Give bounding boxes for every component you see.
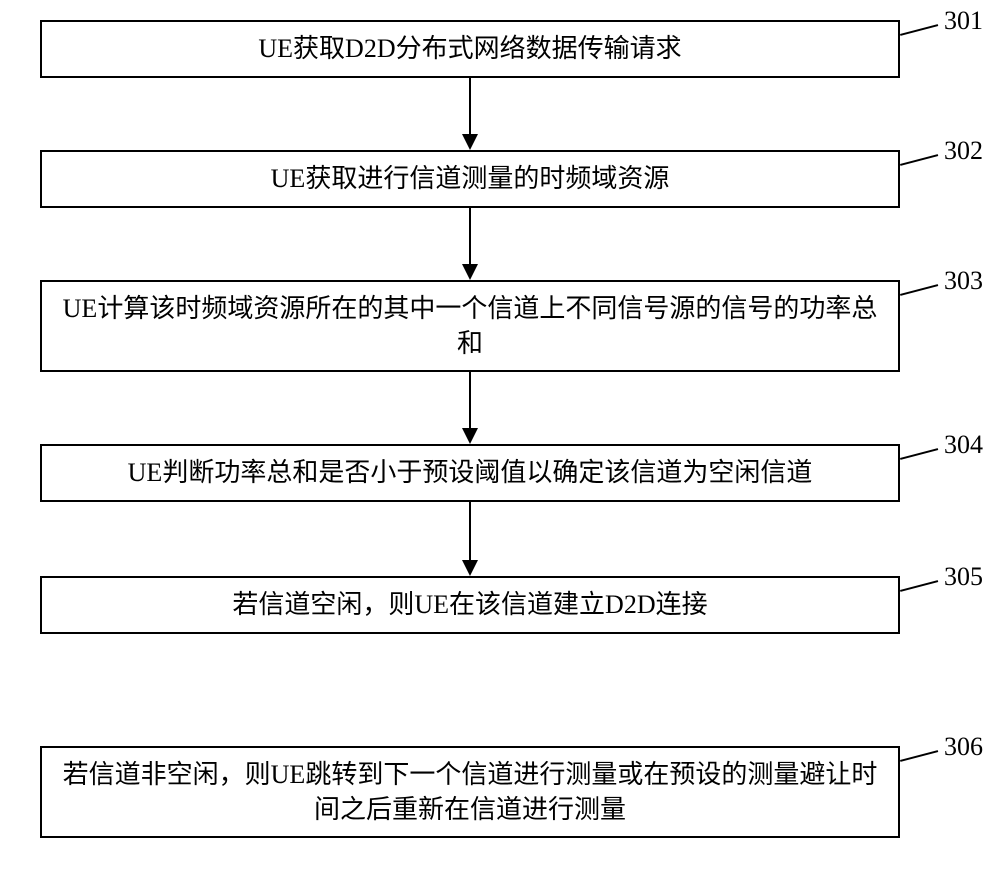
arrow-line-step-301-step-302 — [469, 78, 471, 134]
step-303-ref-connector — [900, 284, 938, 296]
step-301-text: UE获取D2D分布式网络数据传输请求 — [258, 31, 681, 66]
flowchart-canvas: UE获取D2D分布式网络数据传输请求 301 UE获取进行信道测量的时频域资源 302… — [0, 0, 1000, 870]
step-306-text: 若信道非空闲，则UE跳转到下一个信道进行测量或在预设的测量避让时 间之后重新在信… — [63, 757, 878, 827]
step-306-ref-label: 306 — [944, 732, 983, 762]
step-302-text: UE获取进行信道测量的时频域资源 — [271, 161, 670, 196]
arrow-head-step-302-step-303 — [462, 264, 478, 280]
step-306: 若信道非空闲，则UE跳转到下一个信道进行测量或在预设的测量避让时 间之后重新在信… — [40, 746, 900, 838]
step-304-ref-connector — [900, 448, 938, 460]
arrow-line-step-304-step-305 — [469, 502, 471, 560]
step-301-ref-label: 301 — [944, 6, 983, 36]
step-305-ref-label: 305 — [944, 562, 983, 592]
arrow-line-step-303-step-304 — [469, 372, 471, 428]
step-305: 若信道空闲，则UE在该信道建立D2D连接 — [40, 576, 900, 634]
arrow-line-step-302-step-303 — [469, 208, 471, 264]
step-301: UE获取D2D分布式网络数据传输请求 — [40, 20, 900, 78]
step-301-ref-connector — [900, 24, 938, 36]
step-306-ref-connector — [900, 750, 938, 762]
step-302-ref-connector — [900, 154, 938, 166]
step-303: UE计算该时频域资源所在的其中一个信道上不同信号源的信号的功率总 和 — [40, 280, 900, 372]
step-302: UE获取进行信道测量的时频域资源 — [40, 150, 900, 208]
step-305-ref-connector — [900, 580, 938, 592]
arrow-head-step-303-step-304 — [462, 428, 478, 444]
step-303-ref-label: 303 — [944, 266, 983, 296]
arrow-head-step-304-step-305 — [462, 560, 478, 576]
step-304-ref-label: 304 — [944, 430, 983, 460]
step-305-text: 若信道空闲，则UE在该信道建立D2D连接 — [232, 587, 707, 622]
arrow-head-step-301-step-302 — [462, 134, 478, 150]
step-302-ref-label: 302 — [944, 136, 983, 166]
step-303-text: UE计算该时频域资源所在的其中一个信道上不同信号源的信号的功率总 和 — [63, 291, 878, 361]
step-304-text: UE判断功率总和是否小于预设阈值以确定该信道为空闲信道 — [128, 455, 813, 490]
step-304: UE判断功率总和是否小于预设阈值以确定该信道为空闲信道 — [40, 444, 900, 502]
